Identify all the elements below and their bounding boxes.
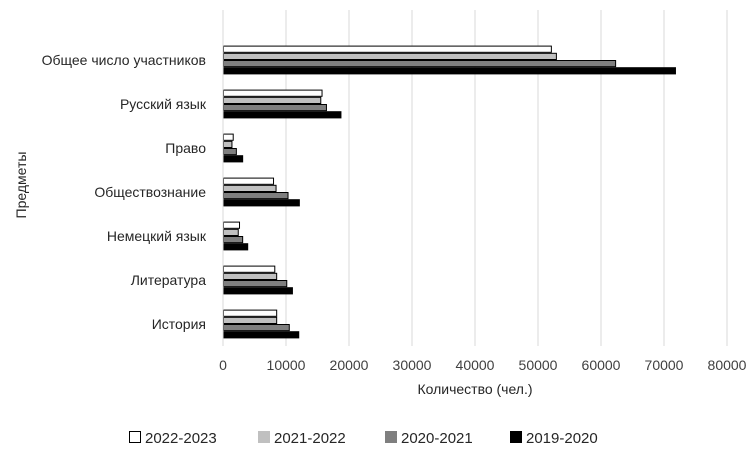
legend-swatch-2022-2023 bbox=[129, 431, 141, 443]
bar-2021-2022-0 bbox=[223, 52, 557, 60]
category-labels: Общее число участников Русский язык Право О… bbox=[42, 52, 207, 332]
x-tick-label: 20000 bbox=[330, 357, 369, 373]
bar-2019-2020-6 bbox=[223, 331, 300, 339]
bar-2021-2022-4 bbox=[223, 228, 239, 237]
bar-2021-2022-1 bbox=[223, 96, 322, 105]
bar-2020-2021-3 bbox=[223, 192, 289, 200]
bar-2022-2023-4 bbox=[223, 221, 241, 229]
bar-2022-2023-3 bbox=[223, 177, 275, 185]
category-label: Право bbox=[165, 140, 206, 156]
bar-2020-2021-0 bbox=[223, 60, 617, 68]
bar-2022-2023-2 bbox=[223, 133, 234, 141]
bar-2020-2021-2 bbox=[223, 148, 237, 156]
bar-2019-2020-3 bbox=[223, 199, 300, 207]
bar-2022-2023-1 bbox=[223, 89, 323, 97]
bar-2021-2022-3 bbox=[223, 184, 277, 193]
legend-swatch-2020-2021 bbox=[385, 431, 397, 443]
x-tick-label: 10000 bbox=[267, 357, 306, 373]
bar-2020-2021-1 bbox=[223, 104, 327, 112]
x-tick-label: 70000 bbox=[645, 357, 684, 373]
legend-label: 2021-2022 bbox=[274, 430, 346, 447]
bar-2019-2020-0 bbox=[223, 67, 676, 75]
bar-2022-2023-6 bbox=[223, 309, 278, 317]
bar-2019-2020-2 bbox=[223, 155, 244, 163]
category-label: История bbox=[152, 316, 206, 332]
bar-2021-2022-2 bbox=[223, 140, 233, 149]
x-tick-labels: 0 10000 20000 30000 40000 50000 60000 70000 8000… bbox=[219, 357, 747, 373]
x-tick-label: 30000 bbox=[393, 357, 432, 373]
legend-label: 2020-2021 bbox=[401, 430, 473, 447]
bar-2021-2022-5 bbox=[223, 272, 278, 280]
category-label: Общее число участников bbox=[42, 52, 206, 68]
x-axis-title: Количество (чел.) bbox=[417, 381, 532, 397]
legend-swatch-2021-2022 bbox=[258, 431, 270, 443]
bar-2019-2020-1 bbox=[223, 111, 342, 119]
legend: 2022-2023 2021-2022 2020-2021 2019-2020 bbox=[129, 430, 598, 447]
y-axis-title: Предметы bbox=[13, 152, 29, 219]
bar-2020-2021-6 bbox=[223, 324, 290, 332]
bar-2019-2020-4 bbox=[223, 243, 249, 251]
legend-swatch-2019-2020 bbox=[510, 431, 522, 443]
bar-2020-2021-4 bbox=[223, 236, 244, 244]
bars bbox=[223, 45, 676, 339]
category-label: Немецкий язык bbox=[107, 228, 207, 244]
bar-2019-2020-5 bbox=[223, 287, 293, 295]
category-label: Литература bbox=[131, 272, 207, 288]
category-label: Обществознание bbox=[94, 184, 206, 200]
x-tick-label: 50000 bbox=[519, 357, 558, 373]
x-tick-label: 40000 bbox=[456, 357, 495, 373]
category-label: Русский язык bbox=[120, 96, 207, 112]
legend-label: 2022-2023 bbox=[145, 430, 217, 447]
x-tick-label: 60000 bbox=[582, 357, 621, 373]
bar-2020-2021-5 bbox=[223, 280, 288, 288]
bar-2021-2022-6 bbox=[223, 316, 278, 324]
legend-label: 2019-2020 bbox=[526, 430, 598, 447]
x-tick-label: 0 bbox=[219, 357, 227, 373]
bar-2022-2023-5 bbox=[223, 265, 276, 273]
x-tick-label: 80000 bbox=[708, 357, 747, 373]
bar-2022-2023-0 bbox=[223, 45, 552, 53]
